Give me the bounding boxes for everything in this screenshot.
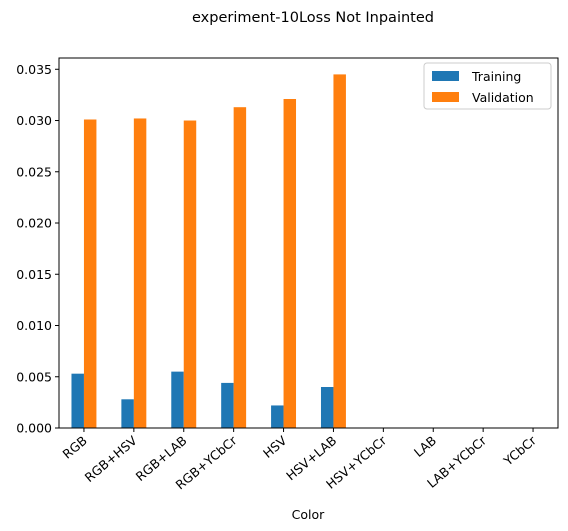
bar-training-5 xyxy=(320,387,334,428)
bar-validation-3 xyxy=(233,107,247,428)
y-tick-label: 0.025 xyxy=(16,164,52,179)
bar-training-4 xyxy=(271,405,284,428)
legend-label-validation: Validation xyxy=(472,90,534,105)
y-tick-label: 0.010 xyxy=(16,318,52,333)
x-tick-label: RGB xyxy=(60,433,90,462)
y-tick-label: 0.035 xyxy=(16,62,52,77)
y-tick-label: 0.020 xyxy=(16,216,52,231)
bar-training-2 xyxy=(171,371,184,428)
legend: Training Validation xyxy=(423,62,552,110)
legend-swatch-validation xyxy=(432,92,459,102)
y-tick-label: 0.030 xyxy=(16,113,52,128)
bars-group xyxy=(71,74,346,429)
chart-title: experiment-10Loss Not Inpainted xyxy=(192,10,434,26)
bar-validation-0 xyxy=(83,119,97,428)
x-tick-label: RGB+HSV xyxy=(82,433,140,485)
x-tick-label: LAB xyxy=(411,433,439,460)
y-tick-label: 0.005 xyxy=(16,369,52,384)
bar-training-1 xyxy=(121,399,134,428)
bar-validation-5 xyxy=(333,74,346,428)
bar-training-3 xyxy=(221,382,234,428)
x-tick-label: HSV xyxy=(260,433,290,461)
y-tick-label: 0.015 xyxy=(16,267,52,282)
legend-swatch-training xyxy=(432,71,459,81)
bar-training-0 xyxy=(71,373,84,428)
bar-validation-1 xyxy=(133,118,147,428)
legend-label-training: Training xyxy=(471,69,521,84)
bar-validation-4 xyxy=(283,98,297,429)
y-tick-label: 0.000 xyxy=(16,421,52,436)
y-axis: 0.000 0.005 0.010 0.015 0.020 0.025 0.030 0.035 xyxy=(16,62,59,436)
bar-validation-2 xyxy=(183,120,197,428)
x-tick-label: YCbCr xyxy=(500,432,540,469)
x-axis-label: Color xyxy=(292,507,325,522)
plot-frame xyxy=(58,57,559,429)
